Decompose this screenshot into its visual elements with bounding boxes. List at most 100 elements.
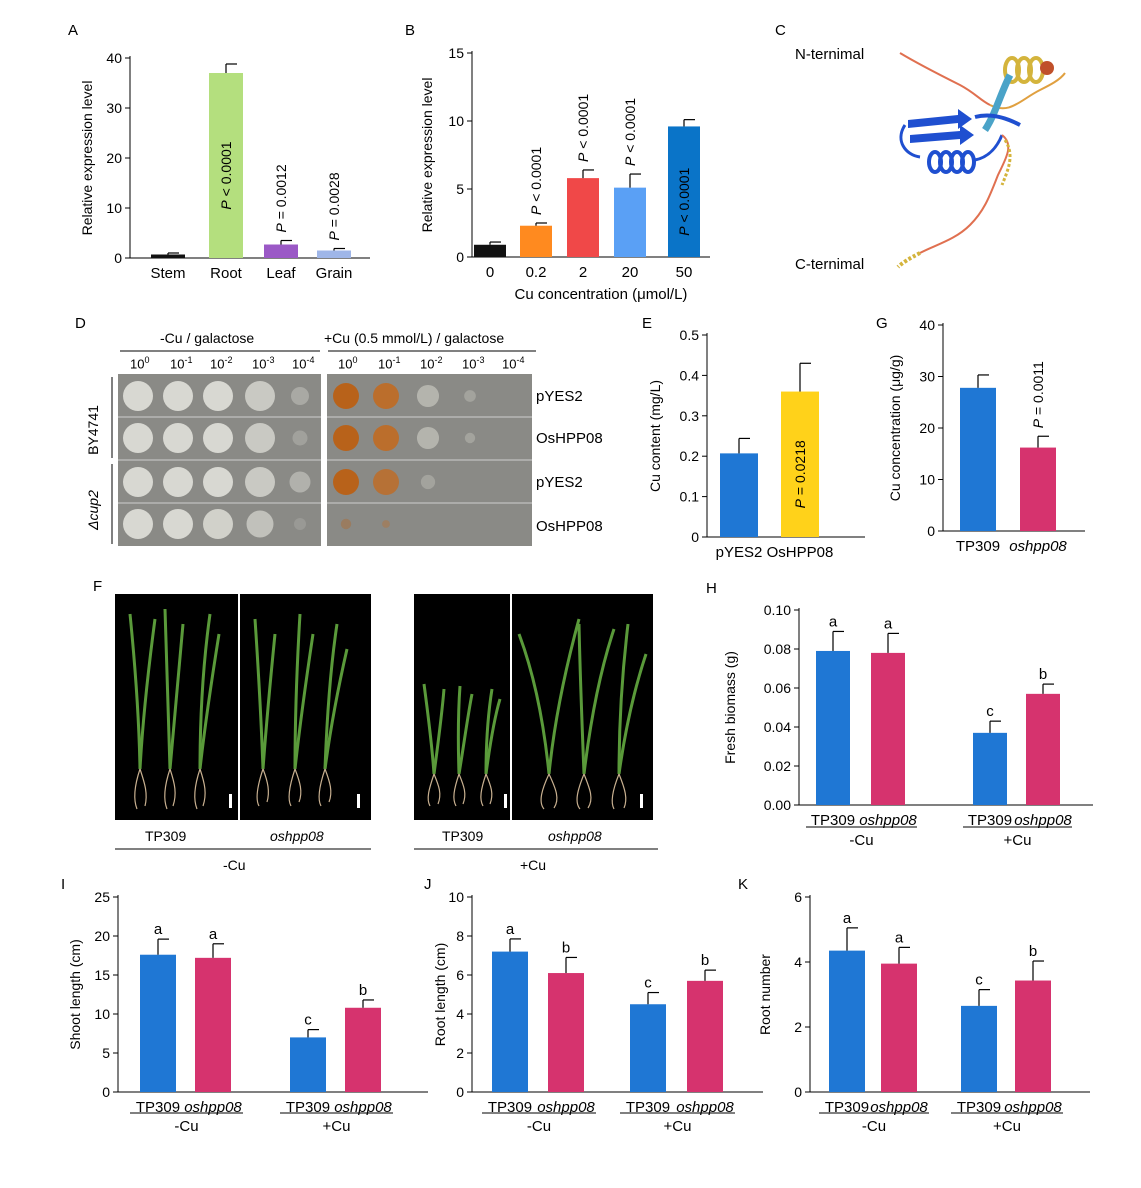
photo-label-mutant-minus: oshpp08 xyxy=(270,828,324,844)
chart-g-y-tick-label: 0 xyxy=(927,523,935,539)
yeast-spot xyxy=(163,467,193,497)
chart-b-x-tick-label: 0 xyxy=(486,264,494,281)
panel-letter-g: G xyxy=(876,315,888,332)
yeast-spot xyxy=(416,426,440,450)
chart-i-bar xyxy=(345,1007,381,1092)
panel-letter-a: A xyxy=(68,22,79,39)
chart-h-y-tick-label: 0.10 xyxy=(764,602,791,618)
chart-i-y-tick-label: 5 xyxy=(102,1045,110,1061)
chart-i-bar xyxy=(290,1037,326,1092)
panel-letter-k: K xyxy=(738,876,749,893)
yeast-header-minus-cu: -Cu / galactose xyxy=(160,330,255,346)
yeast-spot xyxy=(203,467,233,497)
chart-a-bar xyxy=(209,73,243,258)
chart-g-y-tick-label: 20 xyxy=(919,420,935,436)
chart-k-significance-letter: a xyxy=(895,929,904,946)
chart-a-y-tick-label: 40 xyxy=(106,50,122,66)
yeast-spot xyxy=(291,387,309,405)
strain-label-cup2: Δcup2 xyxy=(85,490,101,530)
chart-e-y-axis-label: Cu content (mg/L) xyxy=(647,380,663,492)
chart-j-bar xyxy=(548,973,584,1092)
chart-j-x-tick-label: TP309 xyxy=(488,1099,532,1116)
chart-k-significance-letter: c xyxy=(975,972,983,989)
chart-e-bar xyxy=(720,453,758,537)
panel-letter-d: D xyxy=(75,315,86,332)
chart-h-group-label: +Cu xyxy=(1004,832,1032,849)
chart-k-group-label: +Cu xyxy=(993,1118,1021,1135)
chart-g-bar xyxy=(960,387,996,531)
chart-h-fresh-biomass: 0.00 0.02 0.04 0.06 0.08 0.10 Fresh biomass (g… xyxy=(722,602,1093,849)
chart-i-group-label: +Cu xyxy=(323,1118,351,1135)
photo-plus-cu xyxy=(414,594,653,820)
chart-e-x-tick-label: pYES2 xyxy=(716,544,763,561)
chart-e-y-tick-label: 0 xyxy=(691,529,699,545)
chart-j-y-tick-label: 4 xyxy=(456,1006,464,1022)
chart-j-y-tick-label: 0 xyxy=(456,1084,464,1100)
chart-k-bar xyxy=(1015,980,1051,1092)
chart-i-y-tick-label: 0 xyxy=(102,1084,110,1100)
chart-h-significance-letter: c xyxy=(986,703,994,720)
chart-k-bar xyxy=(881,963,917,1092)
chart-g-plant-cu-concentration: 0 10 20 30 40 Cu concentration (μg/g) TP309 osh… xyxy=(887,317,1085,555)
chart-j-significance-letter: b xyxy=(701,952,709,969)
yeast-spot xyxy=(123,467,153,497)
chart-i-bar xyxy=(195,957,231,1092)
panel-letter-i: I xyxy=(61,876,66,893)
chart-h-y-tick-label: 0.00 xyxy=(764,797,791,813)
chart-g-x-tick-label: TP309 xyxy=(956,538,1000,555)
chart-e-y-tick-label: 0.4 xyxy=(680,367,700,383)
dilution-label: 10-4 xyxy=(502,355,525,372)
helix-top xyxy=(1003,56,1054,84)
panel-letter-b: B xyxy=(405,22,416,39)
chart-k-y-tick-label: 0 xyxy=(794,1084,802,1100)
chart-a-p-value: P = 0.0012 xyxy=(273,164,289,232)
chart-b-y-tick-label: 15 xyxy=(448,45,464,61)
chart-j-significance-letter: b xyxy=(562,939,570,956)
beta-sheet xyxy=(899,109,1021,159)
yeast-spot xyxy=(163,509,193,539)
chart-e-y-tick-label: 0.1 xyxy=(680,489,700,505)
chart-h-x-tick-label: TP309 xyxy=(811,812,855,829)
chart-i-significance-letter: a xyxy=(154,921,163,938)
chart-b-bar xyxy=(614,187,646,257)
coil-c-terminal xyxy=(919,134,1010,254)
chart-b-x-tick-label: 0.2 xyxy=(526,264,547,281)
chart-h-x-tick-label: oshpp08 xyxy=(859,812,917,829)
chart-g-x-tick-label: oshpp08 xyxy=(1009,538,1067,555)
chart-j-bar xyxy=(687,980,723,1092)
dilution-label: 10-4 xyxy=(292,355,315,372)
chart-a-p-value: P = 0.0028 xyxy=(326,172,342,240)
chart-h-x-tick-label: TP309 xyxy=(968,812,1012,829)
yeast-spot xyxy=(294,518,306,530)
photo-label-mutant-plus: oshpp08 xyxy=(548,828,602,844)
yeast-spot xyxy=(203,381,233,411)
yeast-spot xyxy=(245,467,275,497)
chart-i-y-axis-label: Shoot length (cm) xyxy=(67,939,83,1050)
scale-bar xyxy=(229,794,232,808)
yeast-spot xyxy=(373,383,399,409)
chart-b-x-tick-label: 2 xyxy=(579,264,587,281)
chart-h-bar xyxy=(816,650,850,805)
chart-h-bar xyxy=(973,732,1007,805)
panel-letter-f: F xyxy=(93,578,103,595)
yeast-spot xyxy=(245,381,275,411)
panel-letter-c: C xyxy=(775,22,786,39)
chart-a-x-tick-label: Grain xyxy=(316,265,353,282)
yeast-spot xyxy=(382,520,390,528)
chart-a-p-value: P < 0.0001 xyxy=(218,141,234,209)
photo-label-tp309-minus: TP309 xyxy=(145,828,187,844)
chart-j-x-tick-label: oshpp08 xyxy=(537,1099,595,1116)
chart-k-x-tick-label: oshpp08 xyxy=(870,1099,928,1116)
yeast-spot xyxy=(333,383,359,409)
yeast-spot xyxy=(123,381,153,411)
yeast-spot xyxy=(340,518,352,530)
chart-i-y-tick-label: 15 xyxy=(94,967,110,983)
chart-j-significance-letter: a xyxy=(506,921,515,938)
chart-i-significance-letter: b xyxy=(359,982,367,999)
chart-i-y-tick-label: 20 xyxy=(94,928,110,944)
chart-i-x-tick-label: TP309 xyxy=(136,1099,180,1116)
chart-i-significance-letter: a xyxy=(209,926,218,943)
chart-h-x-tick-label: oshpp08 xyxy=(1014,812,1072,829)
chart-b-x-tick-label: 50 xyxy=(676,264,693,281)
